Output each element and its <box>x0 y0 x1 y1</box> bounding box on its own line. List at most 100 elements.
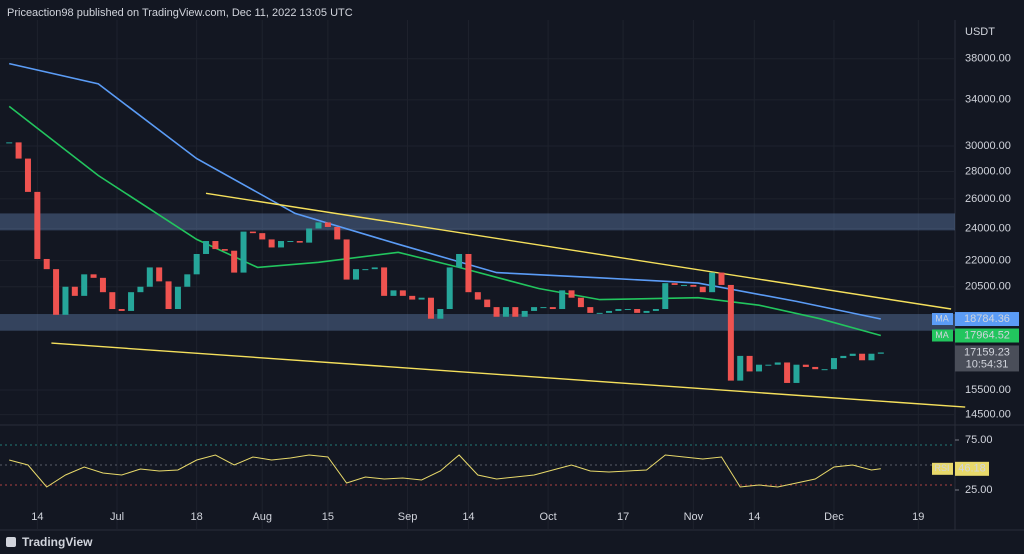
candle <box>830 358 837 370</box>
candle <box>456 253 463 268</box>
support-resistance-zone <box>0 314 955 331</box>
rsi-value-box <box>955 461 989 476</box>
candle <box>212 241 219 250</box>
candle <box>727 284 734 381</box>
x-tick-label: 14 <box>31 511 43 523</box>
footer-brand: TradingView <box>22 535 93 549</box>
rsi-tick-label: 75.00 <box>965 434 993 446</box>
rsi-line <box>9 454 881 488</box>
candle <box>71 286 78 296</box>
candle <box>81 274 88 296</box>
candle <box>43 258 50 270</box>
candle <box>868 353 875 361</box>
candle <box>418 297 425 300</box>
candle <box>371 267 378 270</box>
candle <box>877 352 884 354</box>
candle <box>381 267 388 296</box>
candle <box>812 366 819 370</box>
candle <box>165 281 172 310</box>
candle <box>221 249 228 251</box>
candle <box>118 309 125 311</box>
candle <box>615 309 622 311</box>
candle <box>802 364 809 367</box>
y-tick-label: 15500.00 <box>965 384 1011 396</box>
trendline <box>51 342 966 408</box>
currency-label: USDT <box>965 26 995 38</box>
countdown-label: 10:54:31 <box>966 358 1009 370</box>
x-tick-label: Sep <box>398 511 418 523</box>
candle <box>652 309 659 311</box>
y-tick-label: 38000.00 <box>965 53 1011 65</box>
candle <box>203 241 210 254</box>
candle <box>128 292 135 311</box>
candle <box>624 309 631 311</box>
candle <box>568 290 575 298</box>
candle <box>755 364 762 372</box>
x-tick-label: Aug <box>252 511 272 523</box>
candle <box>521 310 528 317</box>
candle <box>699 286 706 293</box>
candle <box>493 307 500 317</box>
candle <box>174 286 181 310</box>
ma-value-box <box>955 328 1019 343</box>
candle <box>474 292 481 300</box>
header-text: Priceaction98 published on TradingView.c… <box>7 7 353 19</box>
candle <box>484 299 491 308</box>
x-tick-label: Oct <box>540 511 557 523</box>
x-tick-label: 18 <box>191 511 203 523</box>
candle <box>390 290 397 296</box>
y-tick-label: 28000.00 <box>965 165 1011 177</box>
ma-tag-box <box>932 313 953 326</box>
candle <box>62 286 69 315</box>
candle <box>849 353 856 356</box>
candle <box>137 286 144 293</box>
candle <box>278 241 285 248</box>
candle <box>315 222 322 229</box>
ma-tag: MA <box>935 313 949 323</box>
candle <box>718 272 725 285</box>
candle <box>512 307 519 317</box>
candle <box>662 283 669 310</box>
y-tick-label: 24000.00 <box>965 222 1011 234</box>
candle <box>746 355 753 372</box>
rsi-tag: RSI <box>934 463 949 473</box>
candle <box>240 231 247 273</box>
candle <box>268 239 275 248</box>
candle <box>540 307 547 309</box>
candle <box>690 284 697 287</box>
x-tick-label: 15 <box>322 511 334 523</box>
logo-icon <box>6 537 16 547</box>
support-resistance-zone <box>0 213 955 231</box>
candle <box>577 297 584 308</box>
candle <box>362 269 369 271</box>
footer-logo: TradingView <box>6 535 93 549</box>
y-tick-label: 26000.00 <box>965 193 1011 205</box>
rsi-value-label: 46.18 <box>958 463 986 475</box>
candle <box>399 290 406 296</box>
candle <box>146 267 153 287</box>
candle <box>465 253 472 293</box>
candle <box>446 267 453 310</box>
x-tick-label: 14 <box>462 511 474 523</box>
candle <box>737 355 744 381</box>
candle <box>531 307 538 311</box>
candle <box>184 274 191 287</box>
trendline <box>205 192 952 310</box>
last-price-label: 17159.23 <box>964 346 1010 358</box>
x-tick-label: Dec <box>824 511 844 523</box>
candle <box>681 284 688 286</box>
candle <box>784 362 791 383</box>
candle <box>596 312 603 314</box>
candle <box>709 272 716 293</box>
candle <box>343 239 350 280</box>
y-tick-label: 20500.00 <box>965 281 1011 293</box>
ma-value-label: 17964.52 <box>964 329 1010 341</box>
ma-tag: MA <box>935 330 949 340</box>
rsi-tag-box <box>932 462 953 475</box>
candle <box>821 369 828 371</box>
candle <box>193 253 200 275</box>
candle <box>765 364 772 366</box>
candle <box>109 292 116 310</box>
candle <box>156 267 163 282</box>
